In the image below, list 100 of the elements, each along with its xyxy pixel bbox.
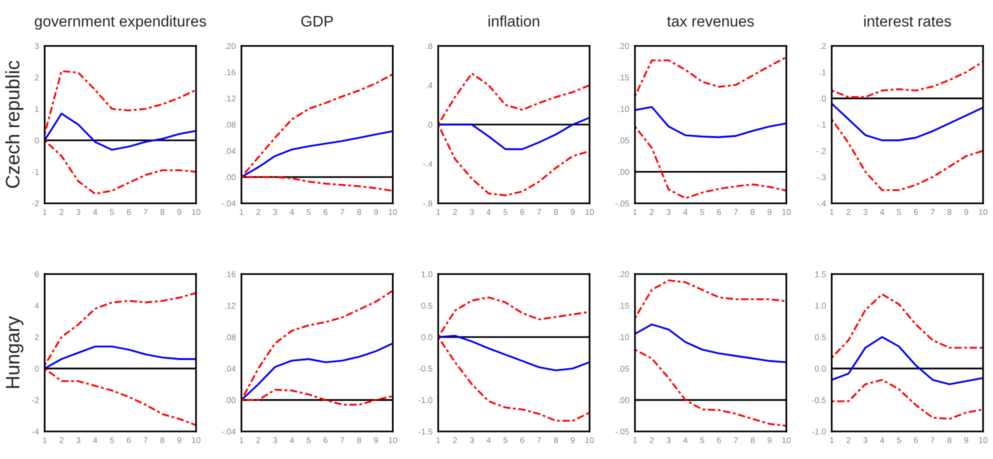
line-series (241, 342, 393, 401)
x-tick-label: 9 (374, 209, 378, 215)
x-tick-label: 9 (964, 437, 968, 444)
x-tick-label: 1 (436, 209, 440, 215)
x-tick-label: 1 (43, 437, 47, 444)
y-tick-label: -.04 (222, 200, 236, 206)
y-tick-label: .20 (225, 43, 236, 49)
x-tick-label: 5 (700, 437, 704, 444)
y-tick-label: -.4 (816, 200, 826, 206)
x-tick-label: 9 (964, 209, 968, 215)
y-tick-label: .15 (618, 302, 630, 309)
y-tick-label: .1 (820, 69, 826, 76)
y-tick-label: 1.0 (422, 271, 432, 278)
line-series (44, 139, 196, 195)
x-tick-label: 6 (914, 437, 918, 444)
x-tick-label: 8 (160, 209, 164, 215)
y-tick-label: 1.0 (815, 302, 826, 309)
y-tick-label: .15 (618, 74, 630, 80)
x-tick-label: 9 (768, 437, 772, 444)
x-tick-label: 10 (979, 437, 988, 444)
chart-title: government expenditures (34, 15, 206, 30)
y-tick-label: -2 (32, 397, 39, 404)
y-tick-label: .8 (426, 43, 432, 49)
line-series (241, 130, 393, 178)
x-tick-label: 6 (914, 209, 918, 215)
y-tick-label: .00 (618, 169, 630, 175)
x-tick-label: 1 (240, 437, 244, 444)
x-tick-label: 4 (683, 209, 688, 215)
x-tick-label: 3 (666, 209, 671, 215)
x-tick-label: 5 (306, 437, 311, 444)
x-tick-label: 4 (486, 437, 491, 444)
y-tick-label: .00 (225, 397, 236, 404)
x-tick-label: 1 (43, 209, 47, 215)
y-axis-title: Czech republic (5, 60, 24, 188)
x-tick-label: 8 (554, 209, 558, 215)
line-series (832, 378, 984, 420)
y-tick-label: 2 (34, 334, 39, 340)
line-series (634, 126, 786, 200)
y-tick-label: .08 (225, 122, 236, 128)
x-tick-label: 8 (947, 437, 952, 444)
y-tick-label: -.4 (423, 161, 432, 167)
y-tick-label: -.3 (816, 174, 826, 180)
y-tick-label: 0.5 (421, 302, 432, 309)
y-tick-label: 1 (35, 106, 39, 112)
line-series (44, 346, 196, 370)
y-tick-label: .04 (225, 148, 236, 154)
y-tick-label: -1.0 (418, 397, 432, 404)
x-tick-label: 5 (503, 437, 508, 444)
y-tick-label: .20 (618, 43, 630, 49)
x-tick-label: 10 (192, 437, 200, 444)
y-axis-title: Hungary (6, 316, 24, 388)
x-tick-label: 10 (782, 209, 791, 215)
y-tick-label: .20 (618, 271, 630, 278)
x-tick-label: 3 (863, 437, 868, 444)
y-tick-label: 0 (34, 366, 39, 372)
x-tick-label: 10 (586, 437, 594, 444)
chart-title: tax revenues (667, 16, 754, 27)
x-tick-label: 4 (683, 437, 688, 444)
x-tick-label: 2 (846, 209, 850, 215)
x-tick-label: 8 (947, 209, 952, 215)
x-tick-label: 1 (830, 437, 834, 444)
x-tick-label: 7 (144, 209, 148, 215)
line-series (634, 56, 786, 98)
x-tick-label: 10 (586, 209, 594, 215)
y-tick-label: .16 (225, 69, 236, 76)
x-tick-label: 5 (897, 209, 901, 215)
x-tick-label: 4 (290, 209, 294, 215)
x-tick-label: 7 (734, 209, 738, 215)
y-tick-label: -1.5 (418, 428, 432, 435)
y-tick-label: .05 (618, 366, 630, 372)
line-series (634, 106, 786, 138)
line-series (44, 70, 196, 135)
line-series (634, 348, 786, 427)
y-tick-label: 0.0 (421, 334, 432, 340)
x-tick-label: 2 (60, 209, 64, 215)
x-tick-label: 2 (256, 209, 260, 215)
x-tick-label: 3 (863, 209, 868, 215)
x-tick-label: 7 (340, 437, 344, 444)
x-tick-label: 2 (453, 209, 457, 215)
x-tick-label: 8 (160, 437, 164, 444)
x-tick-label: 10 (192, 209, 200, 215)
x-tick-label: 9 (570, 209, 575, 215)
y-tick-label: .00 (618, 397, 630, 404)
x-tick-label: 4 (486, 209, 491, 215)
y-tick-label: 0.5 (814, 334, 826, 340)
y-tick-label: -.05 (615, 428, 630, 435)
x-tick-label: 3 (666, 437, 671, 444)
y-tick-label: -1.0 (812, 428, 826, 435)
y-tick-label: -4 (32, 428, 39, 434)
x-tick-label: 2 (256, 437, 260, 444)
y-tick-label: -1 (32, 169, 39, 175)
y-tick-label: -.05 (615, 200, 630, 206)
x-tick-label: 1 (633, 209, 637, 215)
y-tick-label: -.04 (222, 428, 236, 435)
x-tick-label: 10 (388, 209, 398, 215)
x-tick-label: 3 (470, 437, 474, 444)
y-tick-label: 2 (34, 74, 39, 80)
x-tick-label: 5 (110, 437, 114, 444)
x-tick-label: 6 (717, 209, 721, 215)
x-tick-label: 10 (782, 437, 791, 444)
